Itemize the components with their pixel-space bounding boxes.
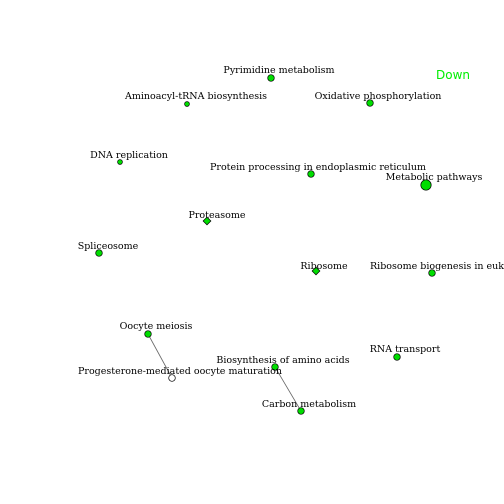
node-label-ribosome-biogenesis: Ribosome biogenesis in eukaryotes <box>370 261 504 272</box>
node-metabolic <box>420 179 432 191</box>
node-label-oocyte-meiosis: Oocyte meiosis <box>120 321 193 332</box>
node-dna-replication <box>117 159 123 165</box>
node-label-protein-processing: Protein processing in endoplasmic reticu… <box>210 162 426 173</box>
node-label-aa-biosynthesis: Biosynthesis of amino acids <box>216 355 349 366</box>
node-proteasome <box>202 216 212 226</box>
node-oocyte-meiosis <box>144 330 152 338</box>
node-carbon <box>297 407 305 415</box>
node-ribosome-biogenesis <box>428 269 436 277</box>
node-aminoacyl <box>184 101 190 107</box>
node-pyrimidine <box>267 74 275 82</box>
legend-label-down: Down <box>436 68 470 82</box>
node-label-carbon: Carbon metabolism <box>262 399 356 410</box>
node-aa-biosynthesis <box>271 363 279 371</box>
node-ribosome <box>311 266 321 276</box>
node-label-aminoacyl: Aminoacyl-tRNA biosynthesis <box>124 91 267 102</box>
node-label-dna-replication: DNA replication <box>90 150 168 161</box>
node-label-progesterone: Progesterone-mediated oocyte maturation <box>78 366 282 377</box>
labels-layer: Pyrimidine metabolism Aminoacyl-tRNA bios… <box>78 65 504 410</box>
node-progesterone <box>168 374 176 382</box>
nodes-layer <box>95 74 436 415</box>
edge-aa-biosynthesis-carbon <box>274 366 302 412</box>
node-label-metabolic: Metabolic pathways <box>386 172 483 183</box>
node-label-pyrimidine: Pyrimidine metabolism <box>223 65 334 76</box>
node-label-rna-transport: RNA transport <box>370 344 441 355</box>
node-label-proteasome: Proteasome <box>189 210 246 221</box>
node-spliceosome <box>95 249 103 257</box>
node-oxphos <box>366 99 374 107</box>
node-label-oxphos: Oxidative phosphorylation <box>315 91 442 102</box>
node-rna-transport <box>393 353 401 361</box>
edge-oocyte-meiosis-progesterone <box>147 333 173 379</box>
node-label-spliceosome: Spliceosome <box>78 241 139 252</box>
node-protein-processing <box>307 170 315 178</box>
node-label-ribosome: Ribosome <box>300 261 348 272</box>
edges-layer <box>147 333 302 412</box>
